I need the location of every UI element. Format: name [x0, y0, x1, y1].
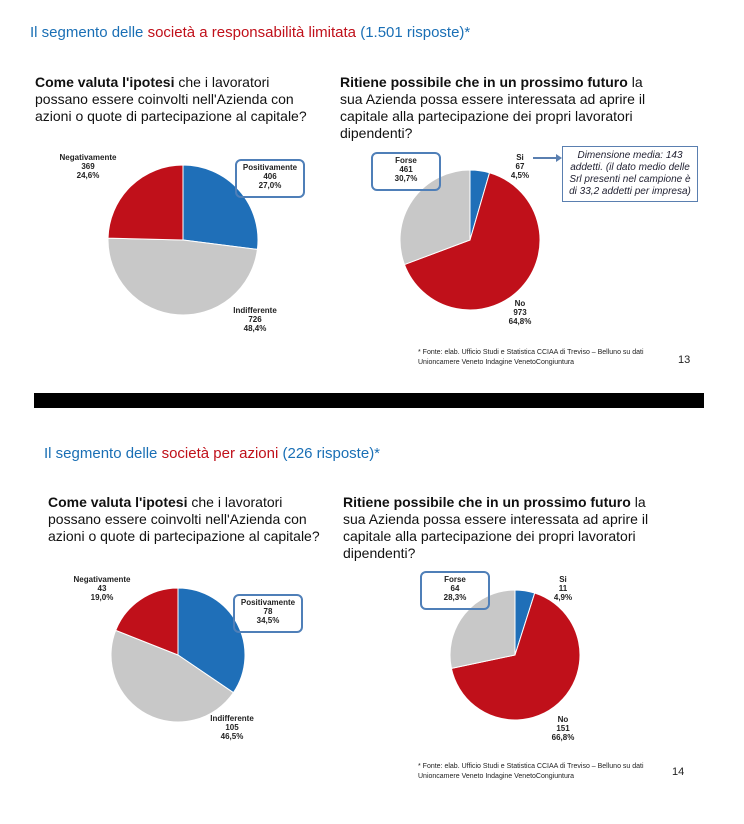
- question-text: la sua Azienda possa essere interessata …: [343, 494, 649, 561]
- title-part: (1.501 risposte)*: [356, 24, 471, 41]
- slice-label: Negativamente: [74, 575, 131, 584]
- footnote: * Fonte: elab. Ufficio Studi e Statistic…: [418, 763, 644, 780]
- question-bold: Ritiene possibile che in un prossimo fut…: [343, 494, 631, 510]
- question-bold: Come valuta l'ipotesi: [48, 494, 188, 510]
- question: Ritiene possibile che in un prossimo fut…: [343, 494, 663, 562]
- slice-label: Indifferente: [233, 306, 277, 315]
- slice-count: 11: [559, 584, 568, 593]
- label-box: [371, 152, 441, 191]
- slice-label: No: [515, 299, 526, 308]
- slice-percent: 34,5%: [257, 616, 280, 625]
- question-bold: Ritiene possibile che in un prossimo fut…: [340, 74, 628, 90]
- slice-label: No: [558, 715, 569, 724]
- pie-slice: [399, 169, 471, 266]
- slice-percent: 24,6%: [77, 171, 100, 180]
- slice-count: 151: [556, 724, 570, 733]
- slice-percent: 48,4%: [244, 324, 267, 333]
- label-box: [235, 159, 305, 198]
- slice-label: Positivamente: [241, 598, 296, 607]
- slice-label: Indifferente: [210, 714, 254, 723]
- footnote: * Fonte: elab. Ufficio Studi e Statistic…: [418, 349, 644, 366]
- slice-percent: 19,0%: [91, 593, 114, 602]
- pie-slice: [110, 629, 235, 723]
- slice-count: 67: [516, 162, 525, 171]
- slice-label: Si: [559, 575, 567, 584]
- slice-count: 64: [451, 584, 460, 593]
- title-part: Il segmento delle: [44, 445, 162, 462]
- callout: Dimensione media: 143 addetti. (il dato …: [562, 146, 698, 202]
- slice-percent: 27,0%: [259, 181, 282, 190]
- title-part: società a responsabilità limitata: [147, 24, 357, 41]
- question: Ritiene possibile che in un prossimo fut…: [340, 74, 660, 142]
- slice-percent: 28,3%: [444, 593, 467, 602]
- slide-title: Il segmento delle società per azioni (22…: [44, 445, 380, 462]
- question-text: la sua Azienda possa essere interessata …: [340, 74, 646, 141]
- slice-percent: 64,8%: [509, 317, 532, 326]
- slice-count: 461: [399, 165, 413, 174]
- label-box: [233, 594, 303, 633]
- page-number: 14: [672, 766, 685, 778]
- label-box: [420, 571, 490, 610]
- slice-percent: 66,8%: [552, 733, 575, 742]
- slice-percent: 30,7%: [395, 174, 418, 183]
- title-part: Il segmento delle: [30, 24, 148, 41]
- title-part: società per azioni: [161, 445, 279, 462]
- question: Come valuta l'ipotesi che i lavoratori p…: [48, 494, 338, 545]
- slice-count: 43: [98, 584, 107, 593]
- pie-slice: [450, 592, 581, 721]
- page-number: 13: [678, 354, 691, 366]
- separator: [34, 393, 704, 408]
- slice-count: 105: [225, 723, 239, 732]
- slice-label: Forse: [444, 575, 466, 584]
- callout-arrowhead: [556, 154, 562, 162]
- slice-label: Forse: [395, 156, 417, 165]
- title-part: (226 risposte)*: [278, 445, 381, 462]
- pie-slice: [107, 164, 184, 241]
- slice-count: 726: [248, 315, 262, 324]
- slice-percent: 4,9%: [554, 593, 572, 602]
- pie-slice: [107, 237, 258, 316]
- slice-count: 973: [513, 308, 527, 317]
- question: Come valuta l'ipotesi che i lavoratori p…: [35, 74, 325, 125]
- slice-count: 406: [263, 172, 277, 181]
- question-text: che i lavoratori possano essere coinvolt…: [48, 494, 320, 544]
- pie-slice: [449, 589, 516, 669]
- slice-label: Positivamente: [243, 163, 298, 172]
- pie-slice: [115, 587, 179, 656]
- slice-label: Negativamente: [60, 153, 117, 162]
- pie-slice: [182, 164, 259, 250]
- slide-title: Il segmento delle società a responsabili…: [30, 24, 470, 41]
- slice-percent: 4,5%: [511, 171, 529, 180]
- pie-slice: [177, 587, 246, 694]
- question-text: che i lavoratori possano essere coinvolt…: [35, 74, 307, 124]
- pie-slice: [403, 172, 541, 311]
- slice-count: 78: [264, 607, 273, 616]
- slice-label: Si: [516, 153, 524, 162]
- question-bold: Come valuta l'ipotesi: [35, 74, 175, 90]
- slice-percent: 46,5%: [221, 732, 244, 741]
- slice-count: 369: [81, 162, 95, 171]
